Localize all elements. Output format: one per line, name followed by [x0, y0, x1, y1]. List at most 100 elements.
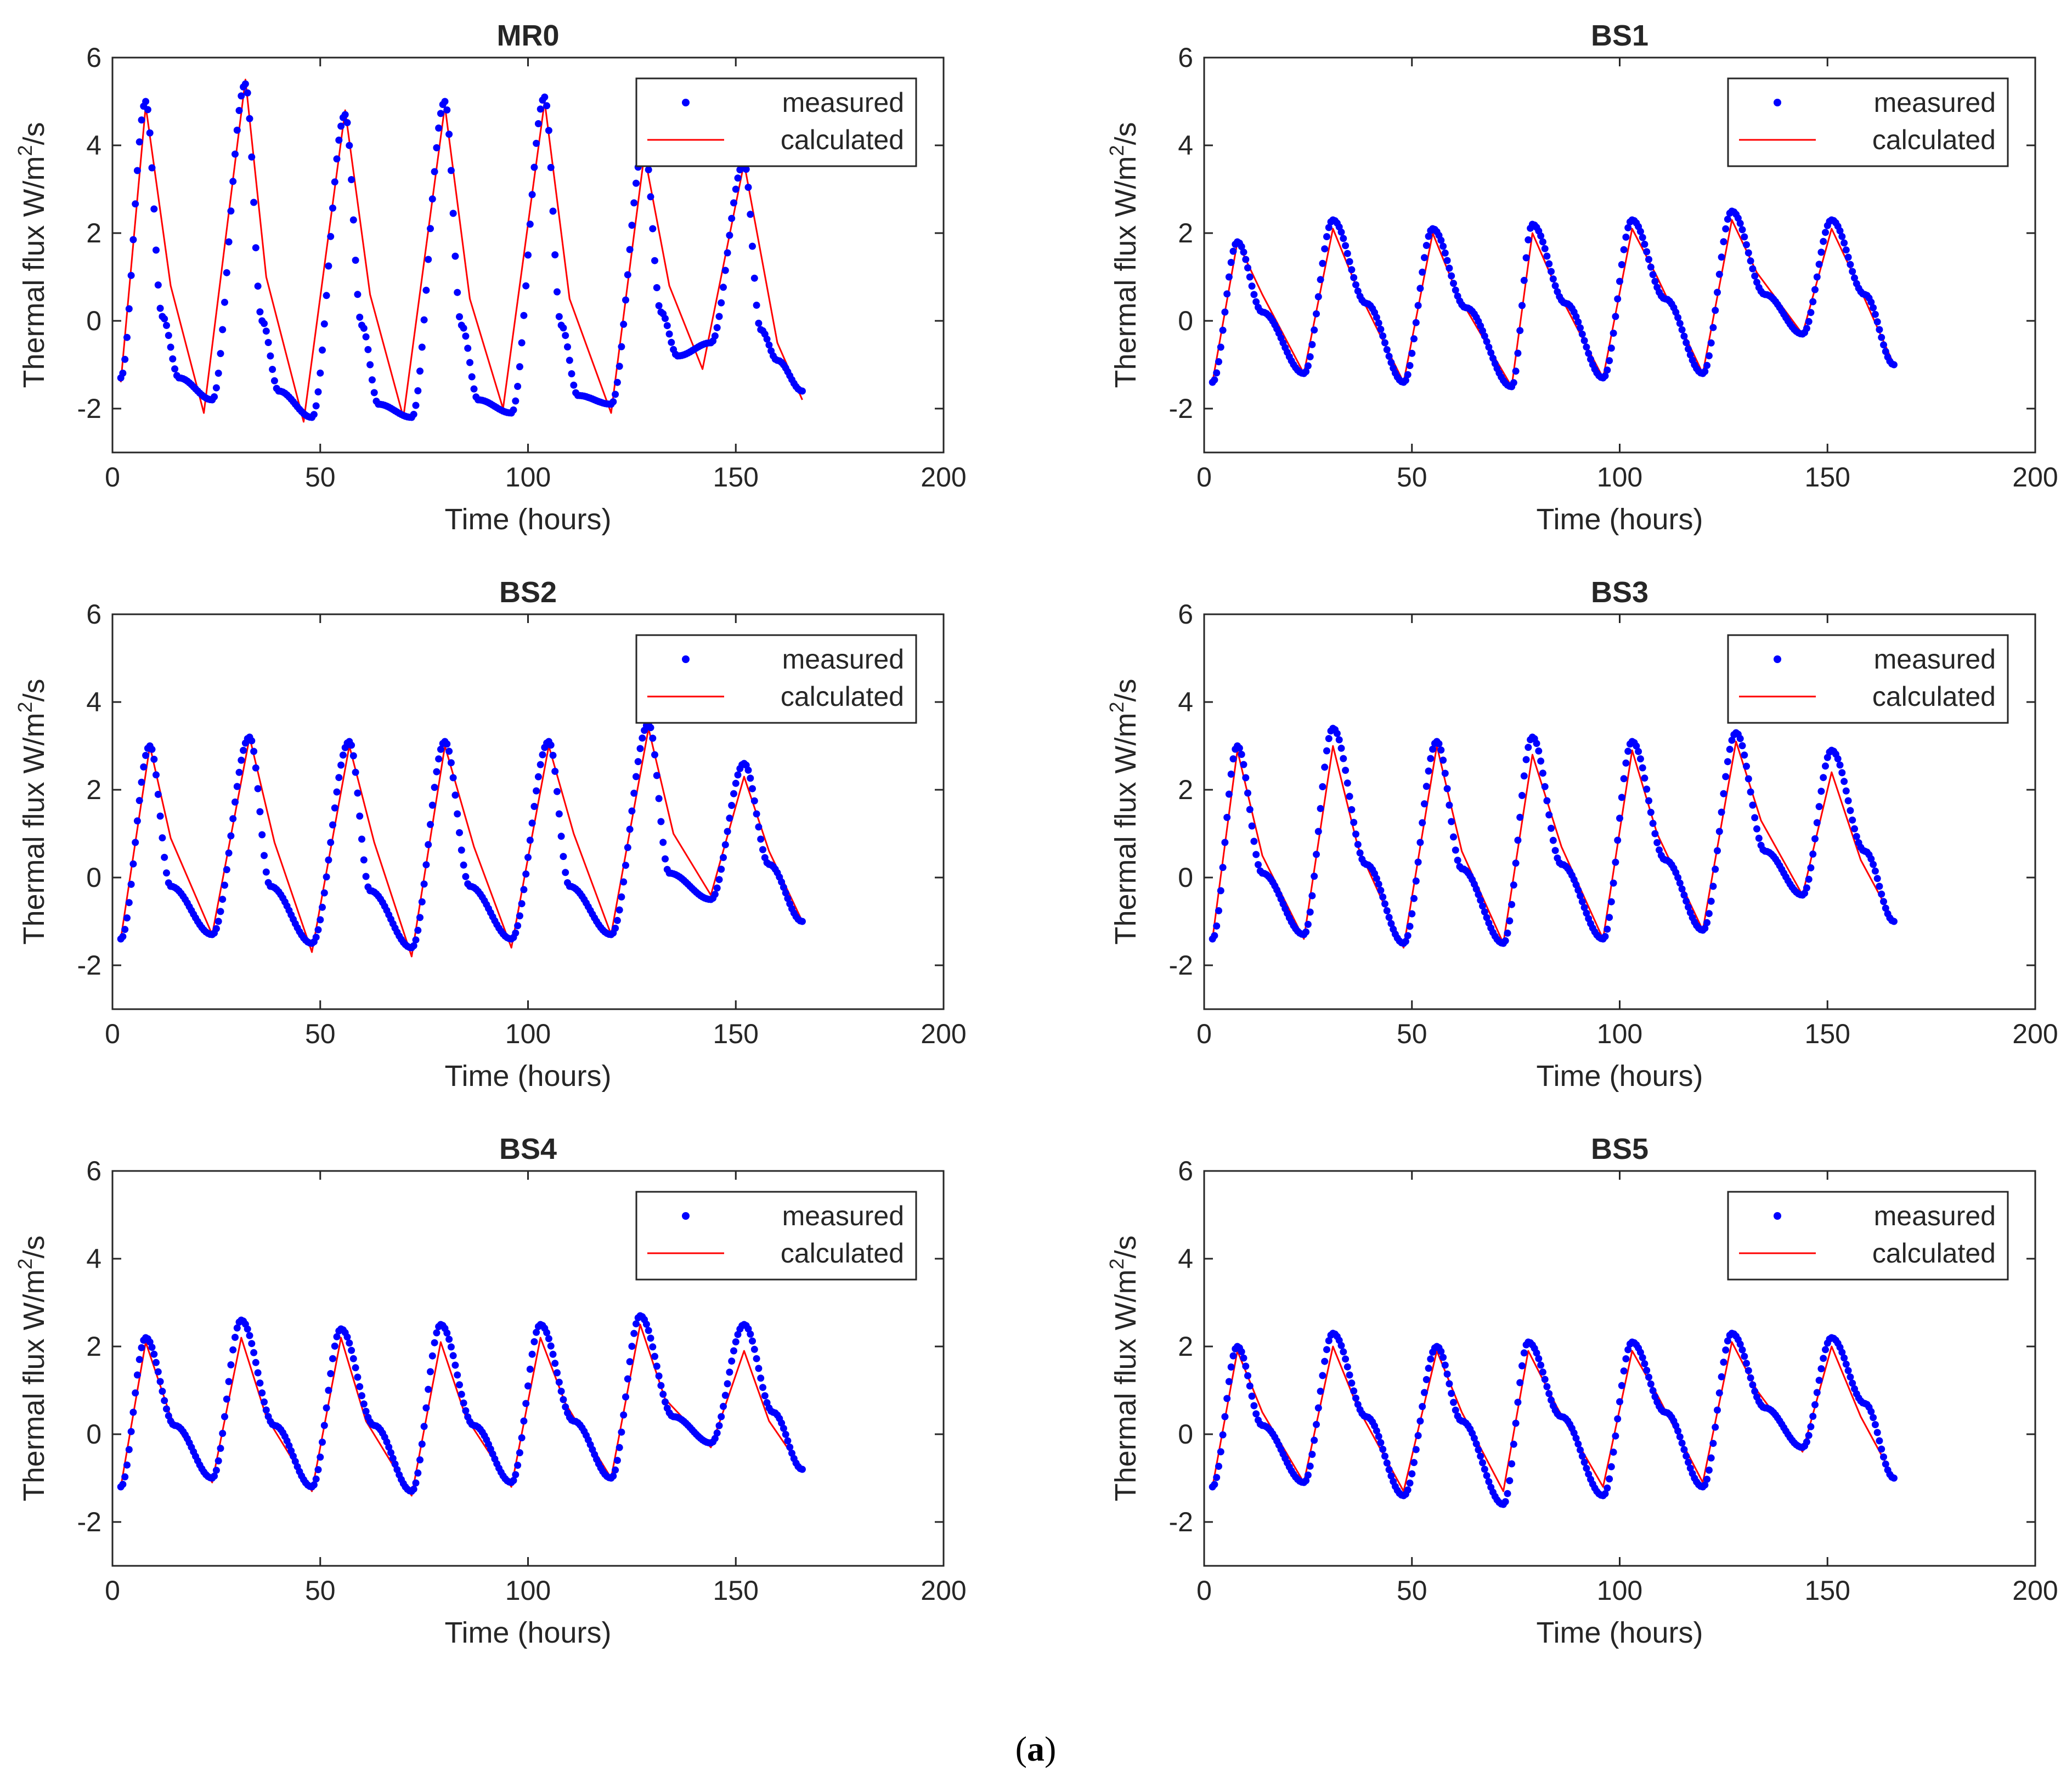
- measured-point: [144, 106, 151, 114]
- measured-point: [1867, 1408, 1875, 1416]
- measured-point: [543, 102, 551, 110]
- x-tick-label: 150: [1805, 1018, 1850, 1049]
- measured-point: [554, 788, 561, 795]
- measured-point: [1822, 762, 1829, 770]
- measured-point: [1622, 1355, 1630, 1362]
- measured-point: [1580, 904, 1588, 912]
- series-measured: [1209, 207, 1898, 391]
- measured-point: [1323, 233, 1330, 240]
- measured-point: [520, 886, 528, 893]
- measured-point: [1242, 774, 1250, 782]
- measured-point: [227, 832, 235, 840]
- x-tick-label: 150: [1805, 462, 1850, 493]
- measured-point: [412, 1479, 420, 1487]
- measured-point: [778, 878, 786, 886]
- measured-point: [227, 207, 235, 215]
- measured-point: [337, 761, 345, 769]
- measured-point: [1244, 789, 1251, 797]
- measured-point: [1520, 772, 1528, 780]
- measured-point: [1217, 1448, 1224, 1456]
- measured-point: [214, 370, 222, 377]
- measured-point: [711, 1435, 719, 1442]
- measured-point: [1479, 1459, 1486, 1467]
- measured-point: [320, 1422, 328, 1429]
- measured-point: [778, 1419, 786, 1427]
- measured-point: [449, 774, 457, 782]
- measured-point: [1352, 1394, 1359, 1402]
- measured-point: [533, 139, 540, 147]
- x-axis-label: Time (hours): [444, 503, 611, 536]
- measured-point: [142, 98, 150, 105]
- measured-point: [1715, 828, 1723, 835]
- measured-point: [211, 393, 218, 400]
- measured-point: [1744, 775, 1752, 783]
- measured-point: [1676, 320, 1684, 327]
- measured-point: [1223, 290, 1231, 298]
- measured-point: [1248, 1393, 1256, 1400]
- y-tick-label: 0: [86, 1419, 101, 1450]
- measured-point: [718, 865, 725, 873]
- measured-point: [1375, 319, 1382, 327]
- measured-point: [225, 849, 233, 857]
- measured-point: [1680, 891, 1688, 899]
- measured-point: [352, 1364, 359, 1372]
- measured-point: [539, 751, 546, 759]
- chart-title: BS1: [1591, 19, 1648, 52]
- measured-point: [412, 936, 420, 944]
- measured-point: [119, 1480, 127, 1488]
- measured-point: [354, 1373, 362, 1381]
- measured-point: [129, 1408, 137, 1416]
- measured-point: [1838, 233, 1846, 240]
- measured-point: [609, 398, 617, 405]
- measured-point: [1446, 801, 1453, 809]
- measured-point: [1880, 898, 1887, 906]
- measured-point: [1219, 1431, 1227, 1439]
- measured-point: [217, 350, 224, 358]
- measured-point: [514, 922, 522, 930]
- measured-point: [1238, 243, 1245, 251]
- measured-point: [616, 906, 623, 914]
- measured-point: [1343, 779, 1351, 787]
- measured-point: [726, 814, 733, 822]
- measured-point: [1612, 313, 1619, 320]
- measured-point: [125, 899, 133, 907]
- measured-point: [1240, 1354, 1247, 1362]
- measured-point: [252, 764, 259, 772]
- measured-point: [468, 373, 476, 381]
- legend-measured-label: measured: [1874, 87, 1996, 118]
- measured-point: [354, 291, 362, 298]
- measured-point: [711, 891, 719, 898]
- legend-measured-label: measured: [1874, 1201, 1996, 1231]
- measured-point: [1705, 352, 1713, 360]
- measured-point: [753, 1355, 760, 1362]
- measured-point: [123, 333, 131, 341]
- measured-point: [1539, 238, 1546, 246]
- measured-point: [1313, 1421, 1320, 1428]
- measured-point: [1707, 897, 1715, 905]
- legend-measured-label: measured: [782, 1201, 904, 1231]
- measured-point: [1314, 1404, 1322, 1412]
- measured-point: [1446, 264, 1453, 272]
- legend: measured calculated: [1727, 1191, 2009, 1281]
- measured-point: [726, 1368, 733, 1376]
- measured-point: [1674, 874, 1682, 881]
- measured-point: [148, 1344, 156, 1351]
- measured-point: [726, 231, 733, 239]
- measured-point: [520, 1417, 528, 1425]
- measured-point: [1722, 773, 1730, 780]
- legend-measured-marker: [1774, 1212, 1781, 1220]
- chart-title: BS4: [499, 1133, 557, 1165]
- measured-point: [414, 926, 422, 934]
- measured-point: [1651, 830, 1659, 837]
- measured-point: [1801, 890, 1809, 897]
- x-axis-label: Time (hours): [1536, 503, 1703, 536]
- measured-point: [269, 366, 276, 373]
- measured-point: [1321, 245, 1329, 253]
- measured-point: [1545, 260, 1553, 268]
- x-tick-label: 150: [713, 1575, 759, 1606]
- measured-point: [425, 256, 432, 263]
- series-measured: [117, 1312, 806, 1495]
- measured-point: [734, 771, 742, 779]
- measured-point: [1377, 1439, 1385, 1446]
- measured-point: [628, 222, 636, 229]
